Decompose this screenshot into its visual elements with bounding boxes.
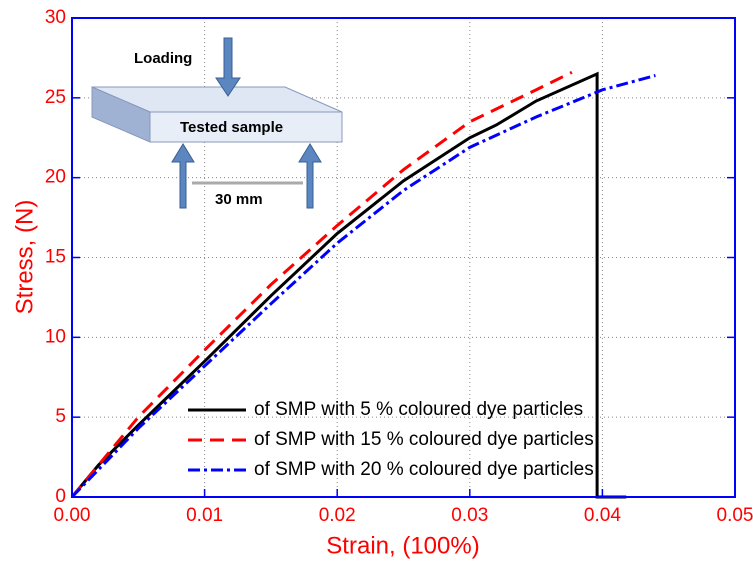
- y-tick-label: 10: [45, 326, 66, 347]
- annotation: Tested sample: [180, 119, 283, 136]
- series-line: [70, 70, 573, 498]
- x-tick-label: 0.01: [186, 505, 223, 526]
- sample-front: [149, 111, 343, 143]
- y-tick-label: 25: [45, 87, 66, 108]
- support-arrow: [171, 143, 195, 209]
- y-tick-label: 30: [45, 7, 66, 28]
- legend-label: of SMP with 15 % coloured dye particles: [254, 429, 594, 450]
- y-tick-label: 15: [45, 247, 66, 268]
- support-arrow: [298, 143, 322, 209]
- inset-diagram: Loading Tested sample 30 mm: [91, 37, 343, 209]
- x-tick-label: 0.00: [54, 505, 91, 526]
- annotation: Loading: [134, 50, 192, 67]
- y-axis-label: Stress, (N): [11, 200, 38, 315]
- x-tick-label: 0.02: [319, 505, 356, 526]
- plot-frame: [71, 17, 736, 498]
- legend-label: of SMP with 5 % coloured dye particles: [254, 399, 583, 420]
- x-tick-label: 0.03: [451, 505, 488, 526]
- annotation: 30 mm: [215, 191, 263, 208]
- y-tick-label: 0: [55, 486, 66, 507]
- legend-label: of SMP with 20 % coloured dye particles: [254, 459, 594, 480]
- x-tick-label: 0.04: [584, 505, 621, 526]
- y-tick-label: 5: [55, 406, 66, 427]
- x-tick-label: 0.05: [717, 505, 753, 526]
- y-tick-label: 20: [45, 167, 66, 188]
- series-line: [70, 74, 656, 499]
- loading-arrow: [215, 37, 241, 97]
- series-line: [70, 71, 627, 499]
- x-axis-label: Strain, (100%): [326, 532, 479, 559]
